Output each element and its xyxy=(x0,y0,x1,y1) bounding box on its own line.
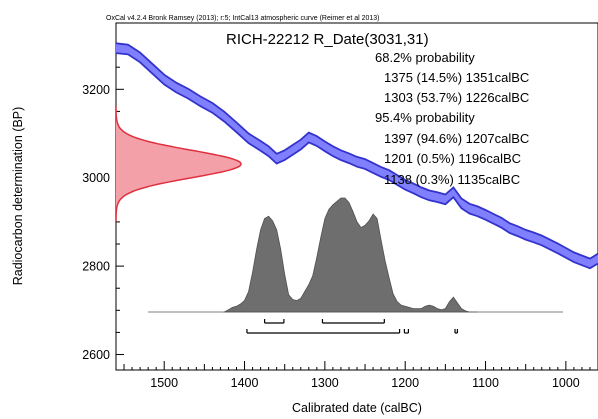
x-tick-label: 1400 xyxy=(231,376,259,390)
y-tick-label: 3000 xyxy=(82,171,110,185)
chart-title: RICH-22212 R_Date(3031,31) xyxy=(226,31,429,48)
calibration-curve-upper xyxy=(116,42,598,260)
prob-heading-68: 68.2% probability xyxy=(375,50,475,65)
probability-summary: 68.2% probability 1375 (14.5%) 1351calBC… xyxy=(375,50,529,187)
x-tick-labels: 1500 1400 1300 1200 1100 1000 xyxy=(150,376,580,390)
x-tick-label: 1300 xyxy=(311,376,339,390)
y-tick-label: 2800 xyxy=(82,260,110,274)
y-tick-label: 3200 xyxy=(82,83,110,97)
x-tick-label: 1000 xyxy=(552,376,580,390)
radiocarbon-date-curve xyxy=(116,106,242,222)
x-tick-label: 1100 xyxy=(472,376,499,390)
prob-range-68-1: 1375 (14.5%) 1351calBC xyxy=(384,70,529,85)
x-tick-label: 1200 xyxy=(391,376,419,390)
y-tick-label: 2600 xyxy=(82,348,110,362)
prob-range-95-2: 1201 (0.5%) 1196calBC xyxy=(384,151,521,166)
oxcal-header: OxCal v4.2.4 Bronk Ramsey (2013); r:5; I… xyxy=(106,15,380,22)
calibration-curve-band xyxy=(116,43,598,269)
calibration-curve-lower xyxy=(116,52,598,270)
y-tick-labels: 3200 3000 2800 2600 xyxy=(82,83,110,362)
radiocarbon-date-layer xyxy=(116,106,242,222)
x-tick-marks xyxy=(123,361,598,370)
radiocarbon-date-fill xyxy=(116,106,241,222)
probability-range-bars xyxy=(246,319,459,334)
prob-range-95-1: 1397 (94.6%) 1207calBC xyxy=(384,131,529,146)
calibrated-distribution-layer xyxy=(148,197,563,313)
prob-heading-95: 95.4% probability xyxy=(375,110,475,125)
x-axis-label: Calibrated date (calBC) xyxy=(292,401,422,415)
x-tick-label: 1500 xyxy=(150,376,178,390)
prob-range-95-3: 1138 (0.3%) 1135calBC xyxy=(384,172,520,187)
posterior-density xyxy=(222,197,478,313)
prob-range-68-2: 1303 (53.7%) 1226calBC xyxy=(384,90,529,105)
calibration-curve-layer xyxy=(116,42,598,270)
y-axis-label: Radiocarbon determination (BP) xyxy=(11,107,25,286)
